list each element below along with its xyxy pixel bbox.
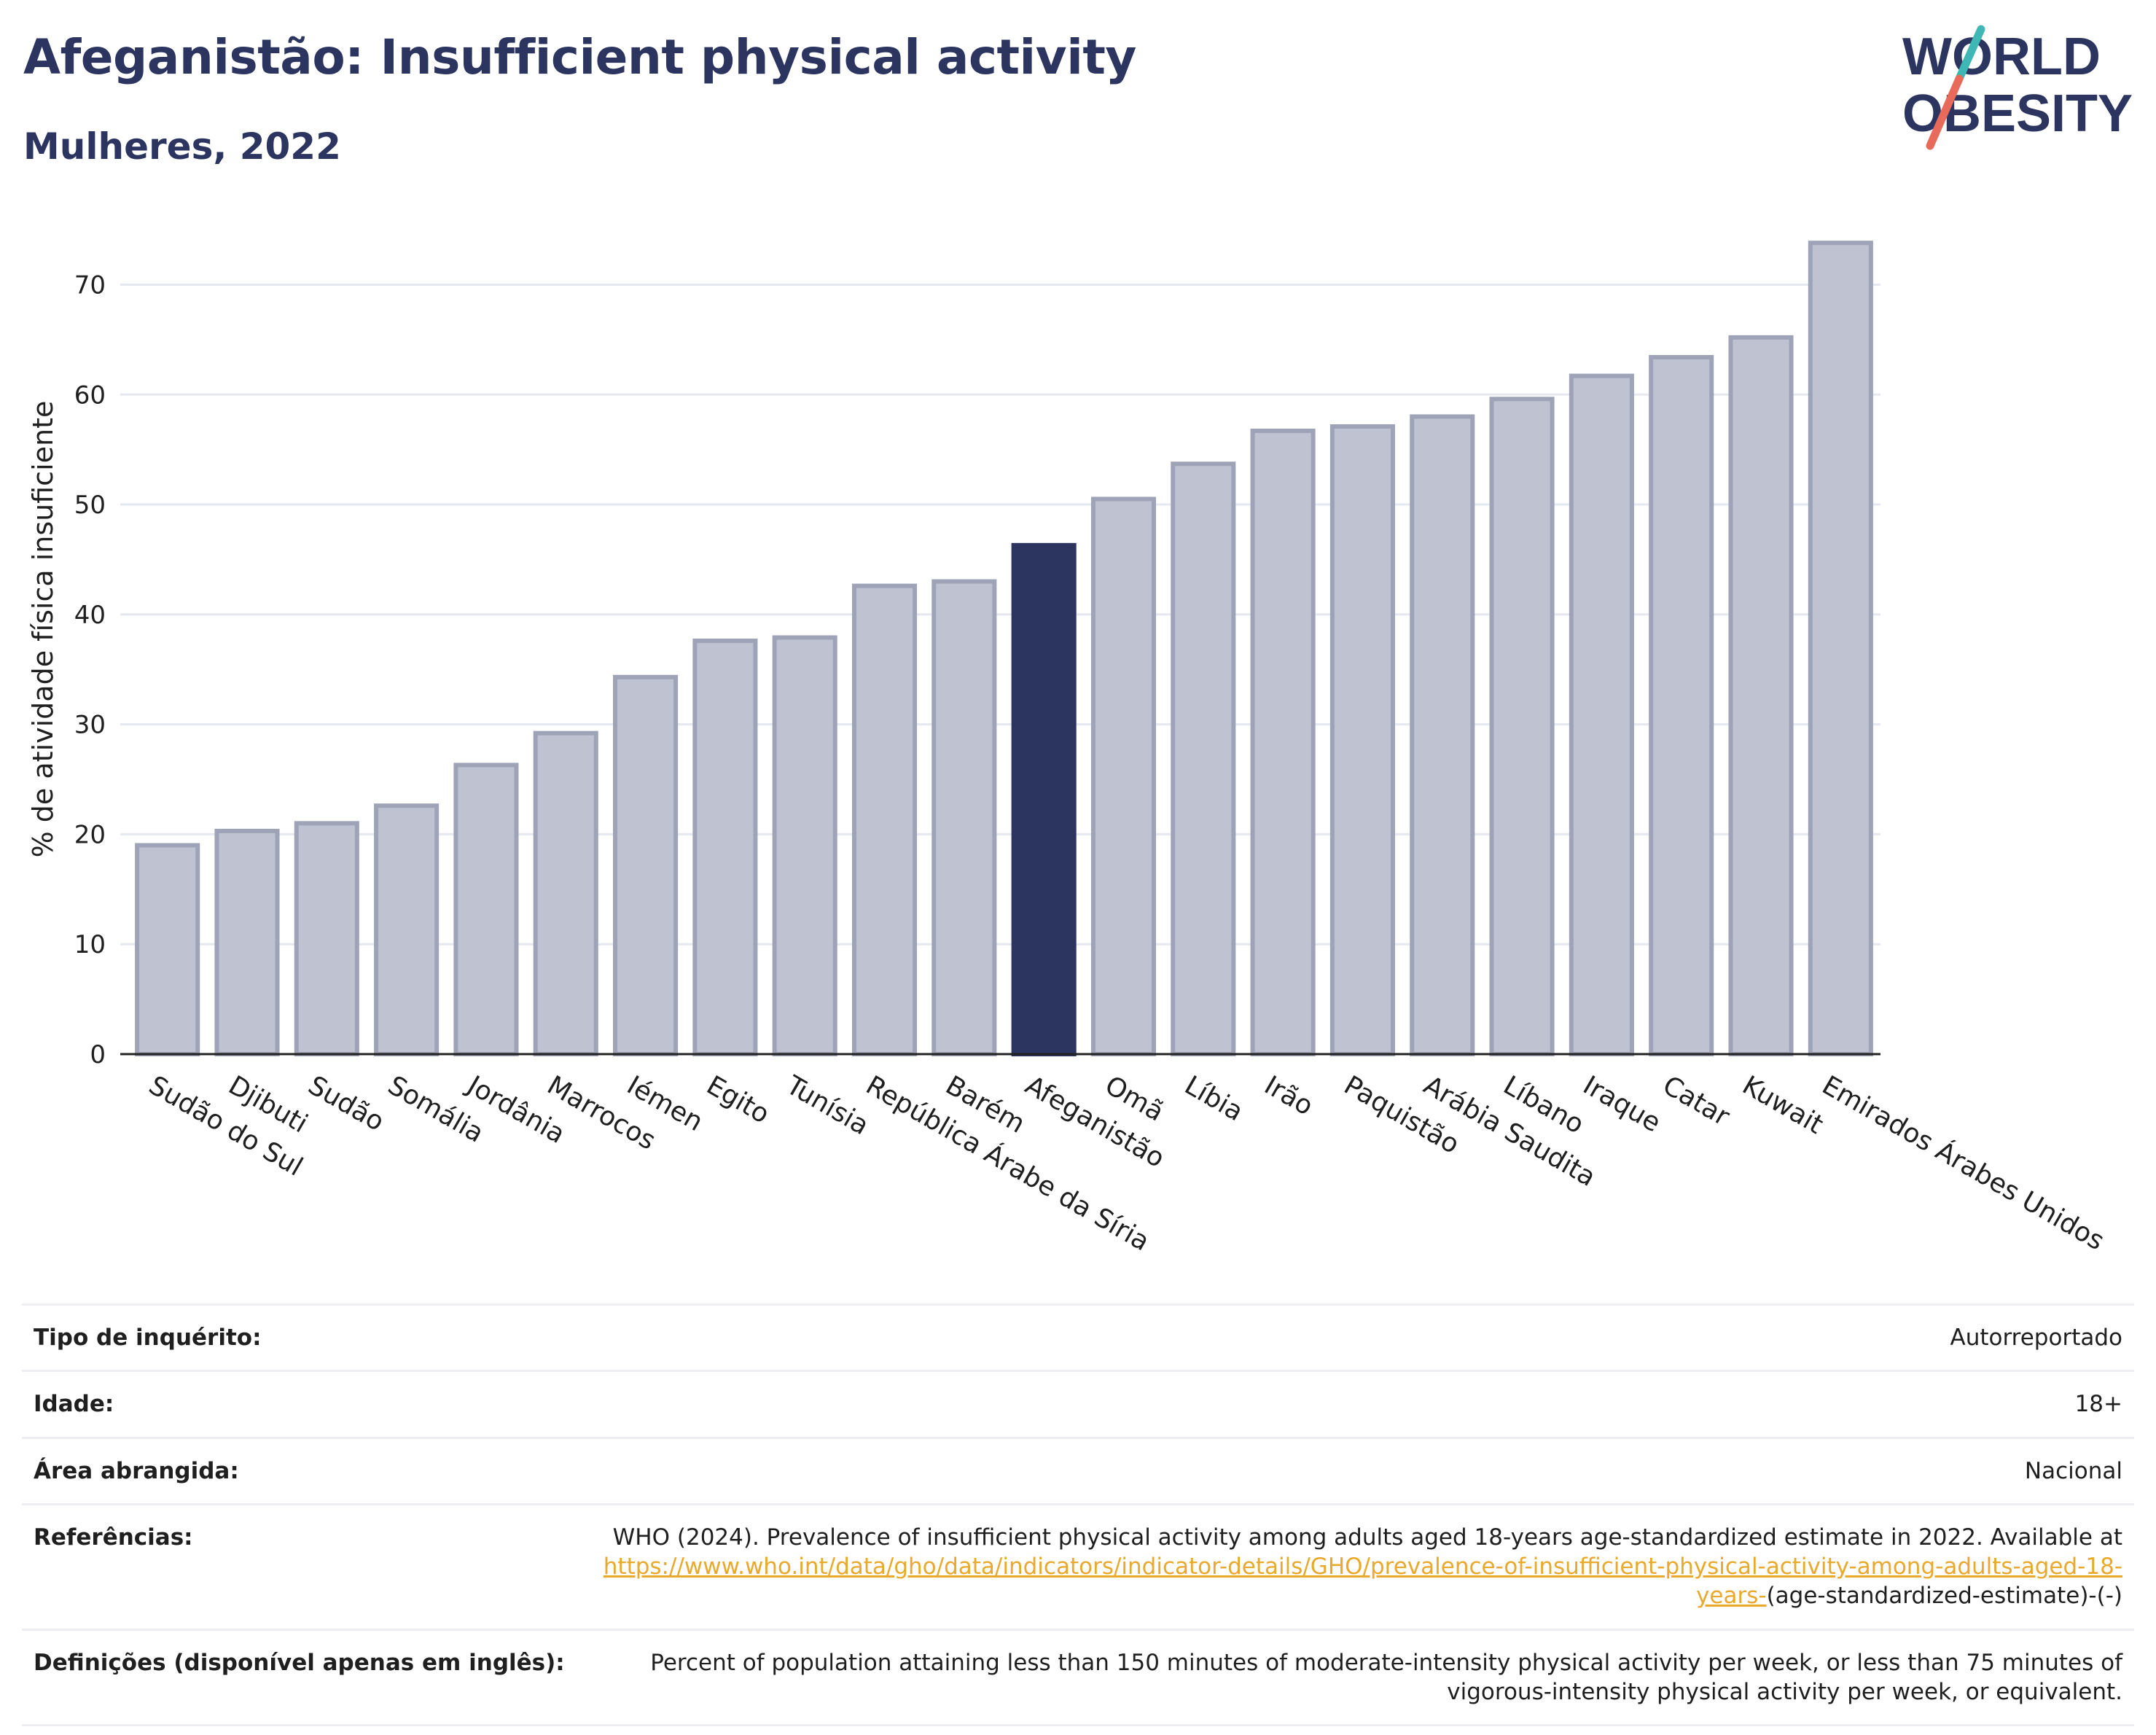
reference-text: WHO (2024). Prevalence of insufficient p… <box>612 1524 2122 1551</box>
x-tick-label: Tunísia <box>781 1070 874 1141</box>
y-tick-label: 60 <box>74 381 106 410</box>
bars <box>135 241 1873 1057</box>
bar[interactable] <box>1090 496 1157 1056</box>
bar[interactable] <box>1410 414 1475 1056</box>
x-tick-label: Iraque <box>1578 1070 1665 1138</box>
bar[interactable] <box>1250 429 1316 1056</box>
x-tick-label: Sudão <box>303 1070 389 1137</box>
y-axis-label: % de atividade física insuficiente <box>27 401 59 858</box>
bar[interactable] <box>1728 335 1794 1056</box>
info-value: WHO (2024). Prevalence of insufficient p… <box>577 1504 2134 1629</box>
y-tick-label: 70 <box>74 270 106 300</box>
chart-title: Afeganistão: Insufficient physical activ… <box>23 29 1136 85</box>
bar[interactable] <box>453 763 519 1057</box>
bar[interactable] <box>772 635 837 1056</box>
y-tick-label: 50 <box>74 491 106 520</box>
y-tick-label: 40 <box>74 601 106 630</box>
bar[interactable] <box>613 674 679 1056</box>
bar[interactable] <box>214 828 280 1056</box>
bar[interactable] <box>851 583 918 1056</box>
info-label: Referências: <box>34 1524 193 1551</box>
reference-link[interactable]: https://www.who.int/data/gho/data/indica… <box>603 1553 2122 1610</box>
info-row-references: Referências: WHO (2024). Prevalence of i… <box>22 1504 2134 1630</box>
y-tick-label: 0 <box>90 1040 106 1069</box>
info-value: 18+ <box>2074 1391 2122 1418</box>
y-axis-ticks: 0 10 20 30 40 50 60 70 <box>74 270 106 1069</box>
y-tick-label: 10 <box>74 930 106 959</box>
bar[interactable] <box>1808 241 1873 1056</box>
y-tick-label: 30 <box>74 711 106 740</box>
bar-highlight[interactable] <box>1011 542 1077 1056</box>
x-tick-label: Egito <box>701 1070 774 1129</box>
info-value: Percent of population attaining less tha… <box>650 1649 2122 1706</box>
info-label: Definições (disponível apenas em inglês)… <box>34 1649 565 1676</box>
bar[interactable] <box>533 730 598 1057</box>
bar[interactable] <box>1329 424 1395 1056</box>
info-row-survey-type: Tipo de inquérito: Autorreportado <box>22 1304 2134 1371</box>
x-tick-label: Catar <box>1657 1070 1735 1132</box>
info-row-age: Idade: 18+ <box>22 1371 2134 1438</box>
info-label: Área abrangida: <box>34 1457 239 1484</box>
info-table: Tipo de inquérito: Autorreportado Idade:… <box>22 1303 2134 1726</box>
bar[interactable] <box>931 579 997 1056</box>
logo-slash-coral <box>1926 74 1964 150</box>
logo-slash-teal <box>1955 25 1985 83</box>
chart-subtitle: Mulheres, 2022 <box>23 125 341 168</box>
info-value: Autorreportado <box>1950 1325 2123 1351</box>
world-obesity-logo: WORLD OBESITY <box>1902 25 2133 150</box>
bar[interactable] <box>374 803 440 1057</box>
bar[interactable] <box>1171 461 1236 1056</box>
x-tick-label: Irão <box>1259 1070 1319 1121</box>
bar[interactable] <box>294 821 359 1057</box>
info-row-definitions: Definições (disponível apenas em inglês)… <box>22 1629 2134 1726</box>
reference-text-after: (age-standardized-estimate)-(-) <box>1766 1583 2122 1610</box>
x-axis-labels: Sudão do SulDjibutiSudãoSomáliaJordâniaM… <box>144 1069 2109 1257</box>
info-label: Tipo de inquérito: <box>34 1325 262 1351</box>
info-label: Idade: <box>34 1391 114 1418</box>
bar[interactable] <box>1569 373 1634 1056</box>
bar[interactable] <box>1649 354 1714 1056</box>
bar-chart: 0 10 20 30 40 50 60 70 Sudão do SulDjibutiSudão… <box>27 241 2109 1257</box>
logo-line1: WORLD <box>1902 28 2101 86</box>
x-tick-label: Líbia <box>1179 1070 1248 1127</box>
bar[interactable] <box>1489 397 1555 1056</box>
bar[interactable] <box>135 843 200 1056</box>
info-row-area: Área abrangida: Nacional <box>22 1438 2134 1505</box>
bar[interactable] <box>692 639 758 1056</box>
x-tick-label: Kuwait <box>1738 1070 1829 1140</box>
info-value: Nacional <box>2024 1457 2122 1484</box>
y-tick-label: 20 <box>74 820 106 849</box>
x-tick-label: Emirados Árabes Unidos <box>1817 1069 2109 1256</box>
